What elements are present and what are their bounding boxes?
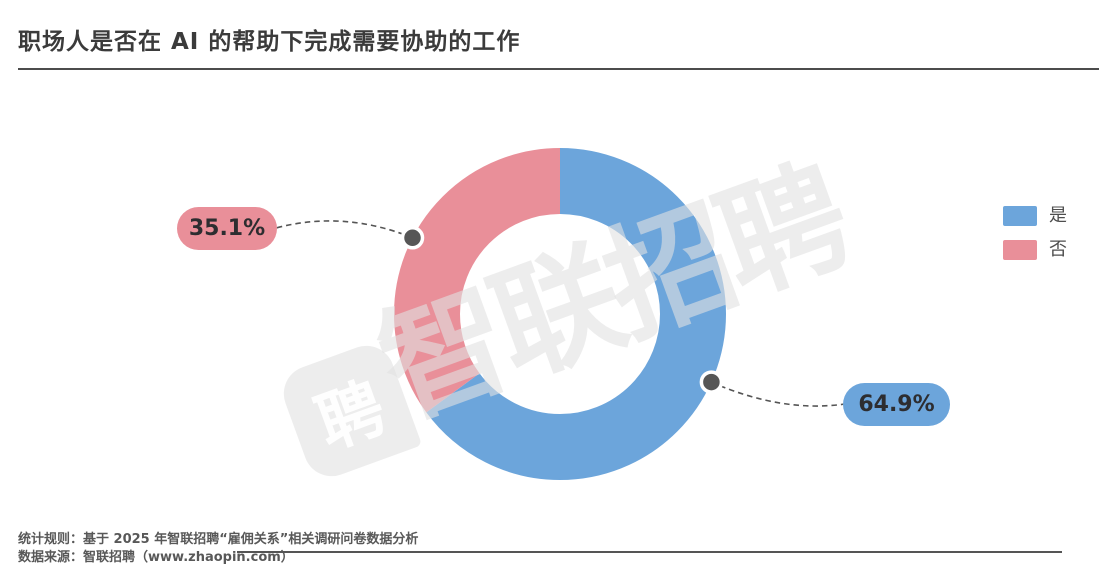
anchor-dot-0 [699, 370, 724, 394]
data-label-no-value: 35.1% [188, 216, 266, 241]
leader-line-1 [275, 220, 413, 239]
title-divider [18, 68, 1099, 70]
legend-item-yes: 是 [1003, 206, 1067, 226]
footer-divider [237, 551, 1062, 553]
legend-item-no: 否 [1003, 240, 1067, 260]
anchor-dot-1 [400, 226, 425, 250]
data-label-yes: 64.9% [843, 383, 950, 426]
data-label-yes-value: 64.9% [858, 392, 935, 417]
legend-swatch-no [1003, 240, 1037, 260]
legend-label-no: 否 [1049, 239, 1067, 260]
leader-line-0 [711, 381, 846, 407]
legend-swatch-yes [1003, 206, 1037, 226]
data-label-no: 35.1% [177, 207, 277, 250]
legend: 是 否 [1003, 206, 1067, 274]
legend-label-yes: 是 [1049, 205, 1067, 226]
footer-note-source: 数据来源：智联招聘（www.zhaopin.com） [18, 550, 294, 565]
page-title: 职场人是否在 AI 的帮助下完成需要协助的工作 [18, 29, 521, 55]
footer-note-method: 统计规则：基于 2025 年智联招聘“雇佣关系”相关调研问卷数据分析 [18, 532, 419, 547]
donut-slice-1 [394, 148, 726, 480]
